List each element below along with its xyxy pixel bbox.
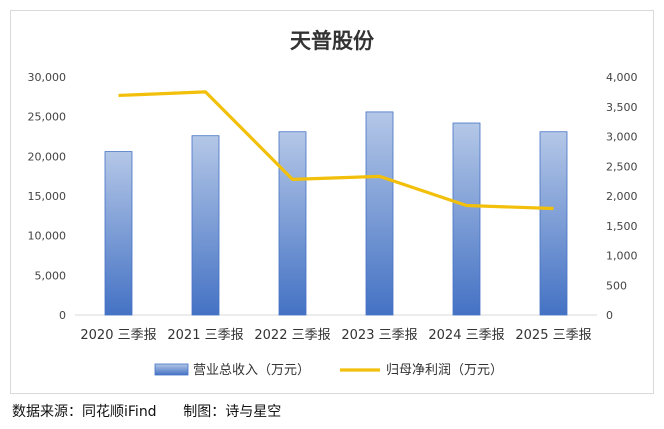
y-tick-label-right: 4,000 [606,71,638,84]
source-note: 数据来源：同花顺iFind 制图：诗与星空 [12,404,282,420]
left-axis: 0 5,000 10,000 15,000 20,000 25,000 30,000 [28,71,597,322]
y-tick-label-left: 10,000 [28,230,67,243]
bar [191,135,220,316]
bar [104,151,133,316]
x-tick-label: 2021 三季报 [167,328,243,343]
x-tick-label: 2025 三季报 [515,328,591,343]
y-tick-label-left: 30,000 [28,71,67,84]
y-tick-label-left: 5,000 [35,269,67,282]
y-tick-label-right: 1,000 [606,250,638,263]
y-tick-label-left: 0 [59,309,66,322]
y-tick-label-right: 0 [606,309,613,322]
line-series [118,90,554,211]
legend-label-bar: 营业总收入（万元） [193,363,310,378]
x-axis: 2020 三季报 2021 三季报 2022 三季报 2023 三季报 2024 三季报… [80,328,591,343]
y-tick-label-right: 1,500 [606,220,638,233]
y-tick-label-right: 500 [606,279,627,292]
bar [365,111,394,316]
bar-series [104,111,568,316]
line-path [118,90,554,211]
chart-title: 天普股份 [290,28,375,53]
x-tick-label: 2020 三季报 [80,328,156,343]
y-tick-label-right: 2,500 [606,160,638,173]
x-tick-label: 2022 三季报 [254,328,330,343]
chart: 天普股份 0 5,000 10,000 15,000 20,000 25,000 30,00… [28,28,638,378]
y-tick-label-left: 15,000 [28,190,67,203]
x-tick-label: 2024 三季报 [428,328,504,343]
bar [452,122,481,316]
bar [539,131,568,316]
x-tick-label: 2023 三季报 [341,328,417,343]
legend-label-line: 归母净利润（万元） [386,363,503,378]
y-tick-label-right: 3,500 [606,101,638,114]
y-tick-label-left: 20,000 [28,150,67,163]
y-tick-label-right: 2,000 [606,190,638,203]
right-axis: 0 500 1,000 1,500 2,000 2,500 3,000 3,500 4,000 [606,71,638,322]
y-tick-label-left: 25,000 [28,111,67,124]
y-tick-label-right: 3,000 [606,131,638,144]
legend: 营业总收入（万元） 归母净利润（万元） [154,363,503,378]
bar [278,131,307,316]
legend-swatch-bar [154,363,189,376]
